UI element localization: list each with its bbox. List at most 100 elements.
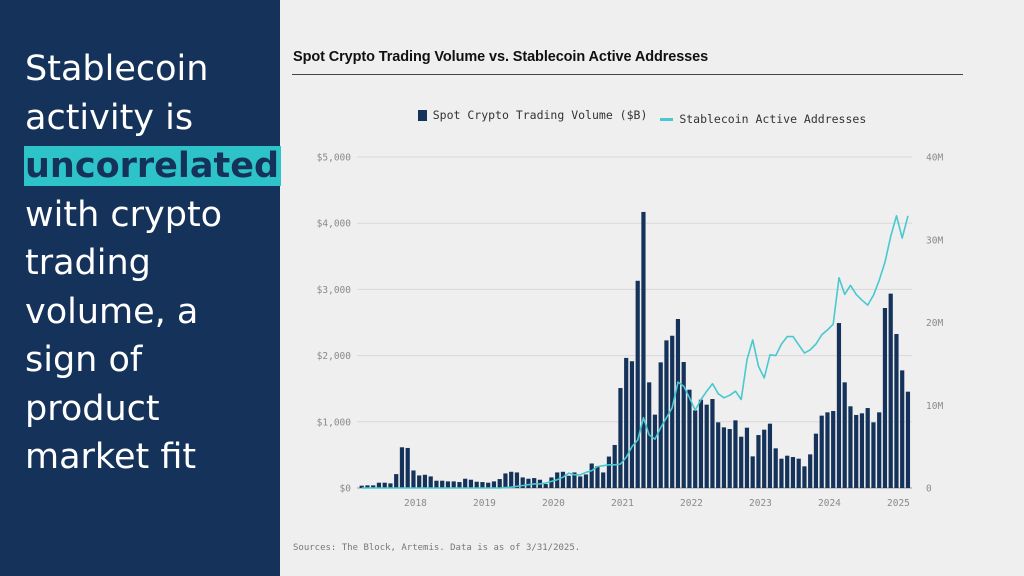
bar-volume: [727, 429, 732, 488]
bar-volume: [658, 362, 663, 488]
bar-volume: [716, 422, 721, 488]
y-left-tick-label: $0: [340, 484, 352, 495]
bar-volume: [859, 413, 865, 488]
bar-volume: [831, 411, 836, 488]
bar-volume: [612, 444, 617, 488]
bar-volume: [652, 414, 658, 488]
bar-volume: [549, 477, 554, 488]
bar-volume: [819, 415, 824, 488]
bar-volume: [411, 470, 416, 488]
bar-volume: [802, 466, 807, 488]
bar-volume: [670, 335, 675, 488]
x-tick-label: 2018: [404, 498, 427, 509]
bar-volume: [836, 323, 842, 488]
bar-volume: [583, 474, 589, 488]
chart-title: Spot Crypto Trading Volume vs. Stablecoi…: [293, 49, 709, 65]
bar-volume: [566, 475, 571, 488]
y-right-tick-label: 30M: [926, 235, 943, 246]
title-divider: [292, 74, 963, 75]
y-left-tick-label: $1,000: [317, 417, 352, 428]
bar-volume: [543, 484, 548, 488]
bar-volume: [440, 480, 445, 488]
x-tick-label: 2019: [473, 498, 496, 509]
line-active-addresses: [361, 215, 909, 489]
bar-volume: [382, 482, 387, 488]
bar-volume: [825, 412, 830, 488]
bar-volume: [796, 458, 801, 488]
legend-swatch-bar: [417, 109, 427, 121]
x-tick-label: 2020: [542, 498, 565, 509]
bar-volume: [779, 458, 784, 488]
chart-legend: Spot Crypto Trading Volume ($B) Stableco…: [0, 108, 1024, 126]
x-tick-label: 2021: [611, 498, 634, 509]
bar-volume: [578, 476, 583, 488]
bar-volume: [785, 455, 790, 488]
legend-item-addresses: Stablecoin Active Addresses: [660, 112, 866, 126]
bar-volume: [497, 479, 502, 488]
bar-volume: [422, 474, 428, 488]
headline: Stablecoin activity is uncorrelated with…: [24, 45, 282, 482]
bar-volume: [618, 388, 623, 488]
bar-volume: [445, 481, 451, 488]
bar-volume: [428, 476, 433, 488]
headline-before: Stablecoin activity is: [25, 49, 209, 138]
bar-volume: [877, 412, 882, 488]
bar-volume: [773, 448, 778, 488]
x-tick-label: 2023: [749, 498, 772, 509]
x-tick-label: 2024: [818, 498, 841, 509]
bar-volume: [520, 477, 525, 488]
bar-volume: [762, 429, 767, 488]
bar-volume: [750, 456, 755, 488]
bar-volume: [371, 485, 376, 488]
bar-volume: [641, 211, 646, 489]
bar-volume: [451, 481, 456, 488]
bar-volume: [595, 466, 600, 488]
bar-volume: [629, 361, 635, 488]
bar-volume: [589, 463, 594, 488]
bar-volume: [882, 308, 888, 488]
bar-volume: [756, 435, 761, 488]
y-right-tick-label: 10M: [926, 401, 943, 412]
bar-volume: [687, 389, 692, 488]
bar-volume: [888, 293, 893, 488]
headline-panel: Stablecoin activity is uncorrelated with…: [0, 0, 282, 576]
bar-volume: [894, 334, 899, 488]
bar-volume: [417, 475, 422, 488]
source-note: Sources: The Block, Artemis. Data is as …: [293, 543, 581, 553]
bar-volume: [491, 481, 497, 488]
bar-volume: [606, 456, 612, 488]
bar-volume: [808, 454, 813, 488]
bar-volume: [359, 485, 364, 488]
bar-volume: [480, 482, 485, 488]
bar-volume: [733, 420, 738, 488]
bar-volume: [767, 423, 773, 488]
bar-volume: [463, 478, 468, 488]
y-right-tick-label: 20M: [926, 318, 943, 329]
y-left-tick-label: $2,000: [317, 351, 352, 362]
bar-volume: [681, 362, 686, 488]
bar-volume: [698, 399, 704, 488]
bar-volume: [905, 391, 911, 488]
bar-volume: [468, 479, 474, 488]
bar-volume: [601, 472, 606, 488]
bar-volume: [474, 481, 479, 488]
bar-volume: [514, 472, 520, 488]
bar-volume: [744, 427, 750, 488]
bar-volume: [721, 427, 727, 488]
bar-volume: [486, 482, 491, 488]
bar-volume: [842, 382, 847, 488]
bar-volume: [457, 482, 462, 488]
bar-volume: [790, 457, 796, 488]
headline-after: with crypto trading volume, a sign of pr…: [25, 194, 223, 478]
x-tick-label: 2025: [887, 498, 910, 509]
bar-volume: [704, 404, 709, 488]
bar-volume: [664, 340, 669, 488]
bar-volume: [526, 478, 531, 488]
bar-volume: [560, 471, 566, 488]
bar-volume: [675, 318, 681, 488]
bar-volume: [509, 471, 514, 488]
x-tick-label: 2022: [680, 498, 703, 509]
headline-highlight: uncorrelated: [24, 146, 282, 186]
bar-volume: [635, 280, 640, 488]
